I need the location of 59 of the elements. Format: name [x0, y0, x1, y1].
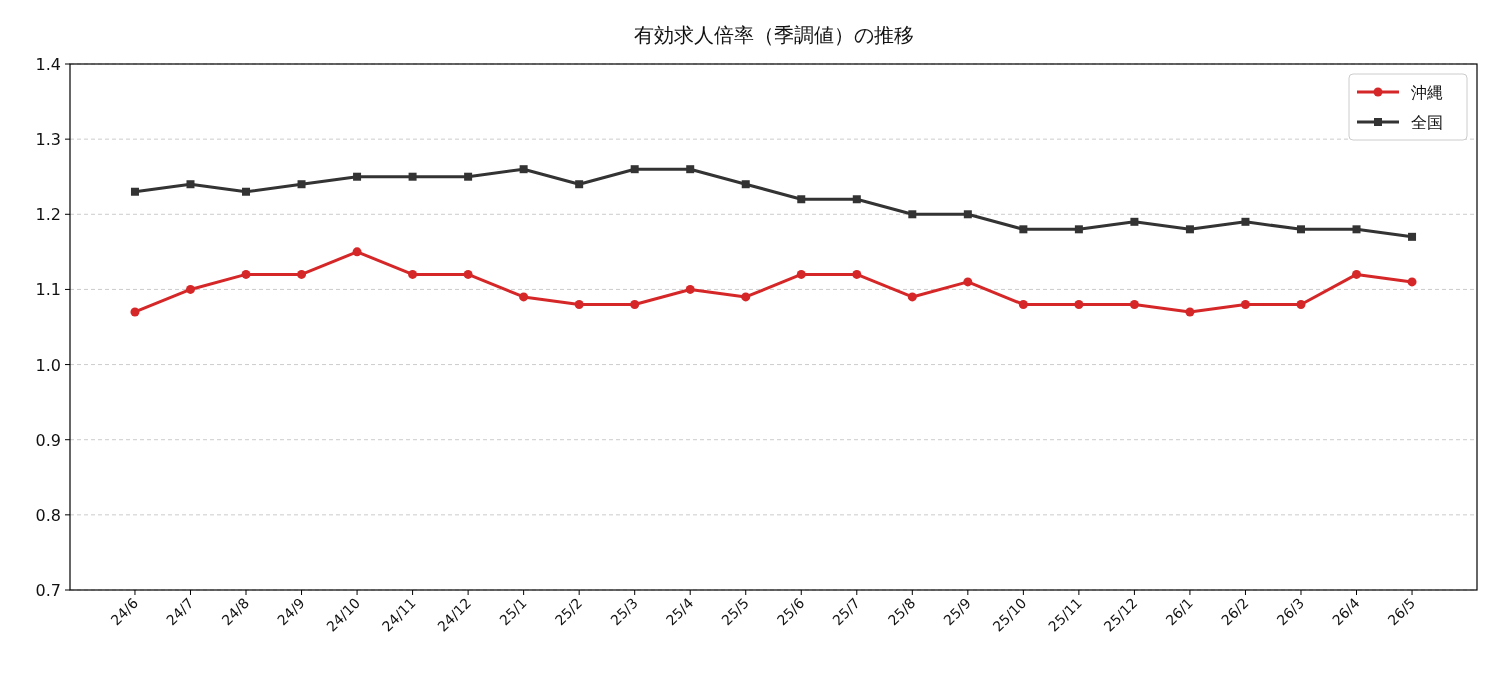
- point: [1185, 307, 1195, 317]
- point: [519, 165, 528, 174]
- point: [408, 172, 417, 181]
- legend-label: 沖縄: [1411, 83, 1443, 102]
- y-tick-label: 1.3: [35, 130, 61, 150]
- point: [186, 180, 195, 189]
- point: [852, 269, 862, 279]
- point: [1019, 225, 1028, 234]
- point: [185, 284, 195, 294]
- point: [352, 247, 362, 257]
- point: [464, 172, 473, 181]
- y-tick-label: 1.1: [35, 280, 61, 300]
- point: [1240, 299, 1250, 309]
- point: [630, 165, 639, 174]
- point: [908, 210, 917, 219]
- legend-label: 全国: [1411, 113, 1443, 132]
- point: [353, 172, 362, 181]
- point: [574, 299, 584, 309]
- point: [408, 269, 418, 279]
- point: [1352, 225, 1361, 234]
- point: [1296, 299, 1306, 309]
- y-tick-label: 0.9: [35, 430, 61, 450]
- chart-title: 有効求人倍率（季調値）の推移: [633, 23, 914, 47]
- y-tick-label: 1.0: [35, 355, 61, 375]
- point: [1130, 217, 1139, 226]
- point: [130, 187, 139, 196]
- point: [1018, 299, 1028, 309]
- point: [130, 307, 140, 317]
- point: [1185, 225, 1194, 234]
- point: [797, 195, 806, 204]
- point: [1296, 225, 1305, 234]
- point: [741, 292, 751, 302]
- point: [796, 269, 806, 279]
- point: [575, 180, 584, 189]
- point: [852, 195, 861, 204]
- point: [1074, 225, 1083, 234]
- point: [907, 292, 917, 302]
- point: [242, 187, 251, 196]
- point: [1408, 232, 1417, 241]
- point: [463, 269, 473, 279]
- y-tick-label: 1.2: [35, 205, 61, 225]
- point: [1074, 299, 1084, 309]
- point: [1352, 269, 1362, 279]
- point: [519, 292, 529, 302]
- point: [963, 210, 972, 219]
- y-tick-label: 1.4: [35, 55, 61, 74]
- point: [1241, 217, 1250, 226]
- point: [686, 165, 695, 174]
- y-tick-label: 0.7: [35, 581, 61, 600]
- point: [1407, 277, 1417, 287]
- point: [963, 277, 973, 287]
- point: [297, 180, 306, 189]
- point: [1129, 299, 1139, 309]
- point: [241, 269, 251, 279]
- y-tick-label: 0.8: [35, 505, 61, 525]
- point: [297, 269, 307, 279]
- point: [741, 180, 750, 189]
- point: [685, 284, 695, 294]
- point: [630, 299, 640, 309]
